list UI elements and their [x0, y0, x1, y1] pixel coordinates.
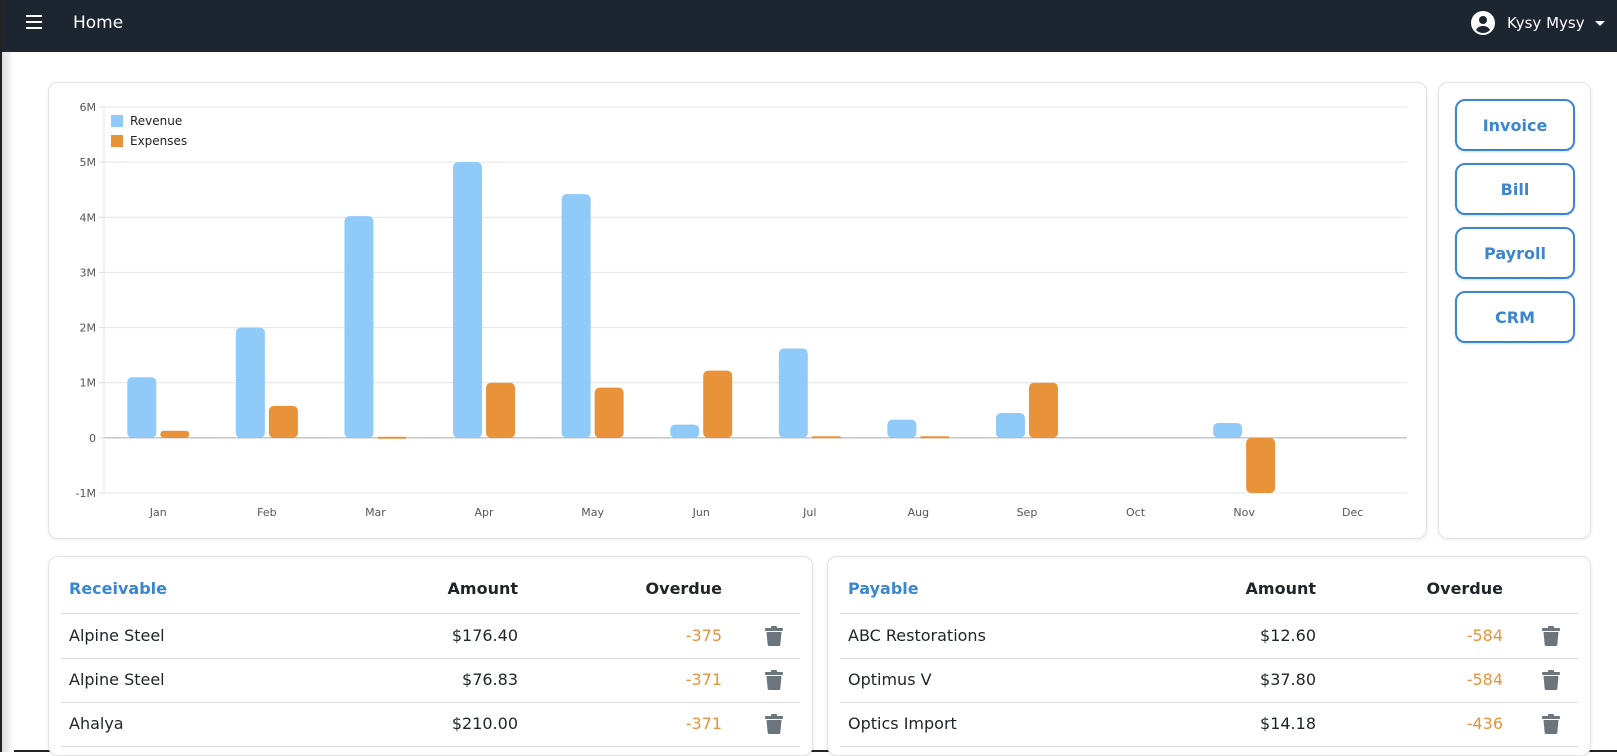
y-tick-label: 0 — [89, 432, 96, 445]
x-tick-label: Nov — [1233, 506, 1255, 519]
y-tick-label: 2M — [80, 322, 97, 335]
expenses-bar-sep — [1028, 382, 1058, 438]
x-tick-label: Aug — [908, 506, 929, 519]
x-tick-label: Oct — [1126, 506, 1146, 519]
table-row[interactable]: Optics Import $14.18 -436 — [840, 702, 1578, 747]
table-title[interactable]: Receivable — [69, 579, 168, 598]
expenses-bar-jan — [160, 430, 190, 438]
expenses-bar-jun — [703, 370, 733, 438]
x-tick-label: May — [581, 506, 604, 519]
x-tick-label: Dec — [1342, 506, 1363, 519]
revenue-bar-jul — [778, 348, 808, 438]
row-overdue: -371 — [685, 670, 722, 689]
revenue-bar-feb — [235, 327, 265, 438]
x-tick-label: Mar — [365, 506, 386, 519]
table-row[interactable]: Optimus V $37.80 -584 — [840, 658, 1578, 703]
legend-swatch-revenue — [111, 115, 123, 127]
row-overdue: -584 — [1466, 626, 1503, 645]
top-navbar: Home Kysy Mysy — [2, 0, 1617, 52]
y-tick-label: 1M — [80, 377, 97, 390]
revenue-bar-aug — [887, 419, 917, 438]
quick-actions-card: Invoice Bill Payroll CRM — [1438, 82, 1591, 539]
page-edge — [2, 52, 14, 752]
row-amount: $76.83 — [462, 670, 518, 689]
row-name: Alpine Steel — [69, 626, 165, 645]
hamburger-icon[interactable] — [26, 15, 42, 29]
expenses-bar-aug — [920, 436, 950, 439]
row-name: Optics Import — [848, 714, 957, 733]
y-tick-label: 3M — [80, 266, 97, 279]
receivable-table: Receivable Amount Overdue Alpine Steel $… — [48, 556, 813, 756]
user-name: Kysy Mysy — [1507, 14, 1585, 32]
row-name: Optimus V — [848, 670, 932, 689]
trash-icon[interactable] — [765, 714, 783, 738]
table-row[interactable]: Alpine Steel $176.40 -375 — [61, 614, 800, 659]
legend-label-revenue: Revenue — [130, 114, 182, 128]
table-header: Payable Amount Overdue — [840, 557, 1578, 614]
trash-icon[interactable] — [1542, 714, 1560, 738]
table-header: Receivable Amount Overdue — [61, 557, 800, 614]
column-header-amount: Amount — [1245, 579, 1316, 598]
revenue-expenses-chart: 6M 5M 4M 3M 2M 1M 0 -1M Jan Feb Mar Apr May Jun Jul Aug… — [76, 101, 1407, 519]
trash-icon[interactable] — [1542, 626, 1560, 650]
expenses-bar-apr — [486, 382, 516, 438]
trash-icon[interactable] — [765, 626, 783, 650]
y-tick-label: 4M — [80, 211, 97, 224]
row-overdue: -371 — [685, 714, 722, 733]
revenue-bar-sep — [995, 413, 1025, 438]
row-name: Alpine Steel — [69, 670, 165, 689]
crm-button[interactable]: CRM — [1455, 291, 1575, 343]
expenses-bar-jul — [811, 436, 841, 439]
x-tick-label: Apr — [475, 506, 495, 519]
user-circle-icon — [1471, 11, 1495, 35]
legend-swatch-expenses — [111, 135, 123, 147]
row-overdue: -436 — [1466, 714, 1503, 733]
expenses-bar-may — [594, 387, 624, 438]
row-name: ABC Restorations — [848, 626, 986, 645]
revenue-bar-jun — [670, 424, 700, 438]
bill-button[interactable]: Bill — [1455, 163, 1575, 215]
column-header-overdue: Overdue — [1426, 579, 1503, 598]
caret-down-icon — [1594, 20, 1605, 26]
row-amount: $14.18 — [1260, 714, 1316, 733]
trash-icon[interactable] — [1542, 670, 1560, 694]
revenue-bar-may — [561, 194, 591, 438]
table-title[interactable]: Payable — [848, 579, 919, 598]
page-title[interactable]: Home — [73, 13, 124, 33]
row-amount: $12.60 — [1260, 626, 1316, 645]
row-name: Ahalya — [69, 714, 124, 733]
trash-icon[interactable] — [765, 670, 783, 694]
invoice-button[interactable]: Invoice — [1455, 99, 1575, 151]
expenses-bar-nov — [1246, 437, 1276, 493]
y-tick-label: 6M — [80, 101, 97, 114]
row-amount: $210.00 — [451, 714, 518, 733]
table-row[interactable]: Alpine Steel $76.83 -371 — [61, 658, 800, 703]
row-amount: $37.80 — [1260, 670, 1316, 689]
row-overdue: -584 — [1466, 670, 1503, 689]
expenses-bar-mar — [377, 436, 407, 439]
row-overdue: -375 — [685, 626, 722, 645]
y-tick-label: -1M — [76, 487, 96, 500]
x-tick-label: Feb — [257, 506, 276, 519]
x-tick-label: Sep — [1017, 506, 1038, 519]
revenue-bar-jan — [127, 377, 157, 438]
legend-label-expenses: Expenses — [130, 134, 187, 148]
revenue-bar-nov — [1213, 422, 1243, 438]
row-amount: $176.40 — [451, 626, 518, 645]
x-tick-label: Jul — [802, 506, 816, 519]
revenue-bar-apr — [453, 162, 483, 438]
revenue-bar-mar — [344, 216, 374, 438]
x-tick-label: Jan — [149, 506, 167, 519]
y-tick-label: 5M — [80, 156, 97, 169]
x-tick-label: Jun — [692, 506, 710, 519]
user-menu[interactable]: Kysy Mysy — [1471, 11, 1605, 35]
column-header-amount: Amount — [447, 579, 518, 598]
payroll-button[interactable]: Payroll — [1455, 227, 1575, 279]
table-row[interactable]: Ahalya $210.00 -371 — [61, 702, 800, 747]
payable-table: Payable Amount Overdue ABC Restorations … — [827, 556, 1591, 756]
column-header-overdue: Overdue — [645, 579, 722, 598]
expenses-bar-feb — [268, 405, 298, 438]
table-row[interactable]: ABC Restorations $12.60 -584 — [840, 614, 1578, 659]
revenue-expenses-chart-card: 6M 5M 4M 3M 2M 1M 0 -1M Jan Feb Mar Apr May Jun Jul Aug… — [48, 82, 1427, 539]
